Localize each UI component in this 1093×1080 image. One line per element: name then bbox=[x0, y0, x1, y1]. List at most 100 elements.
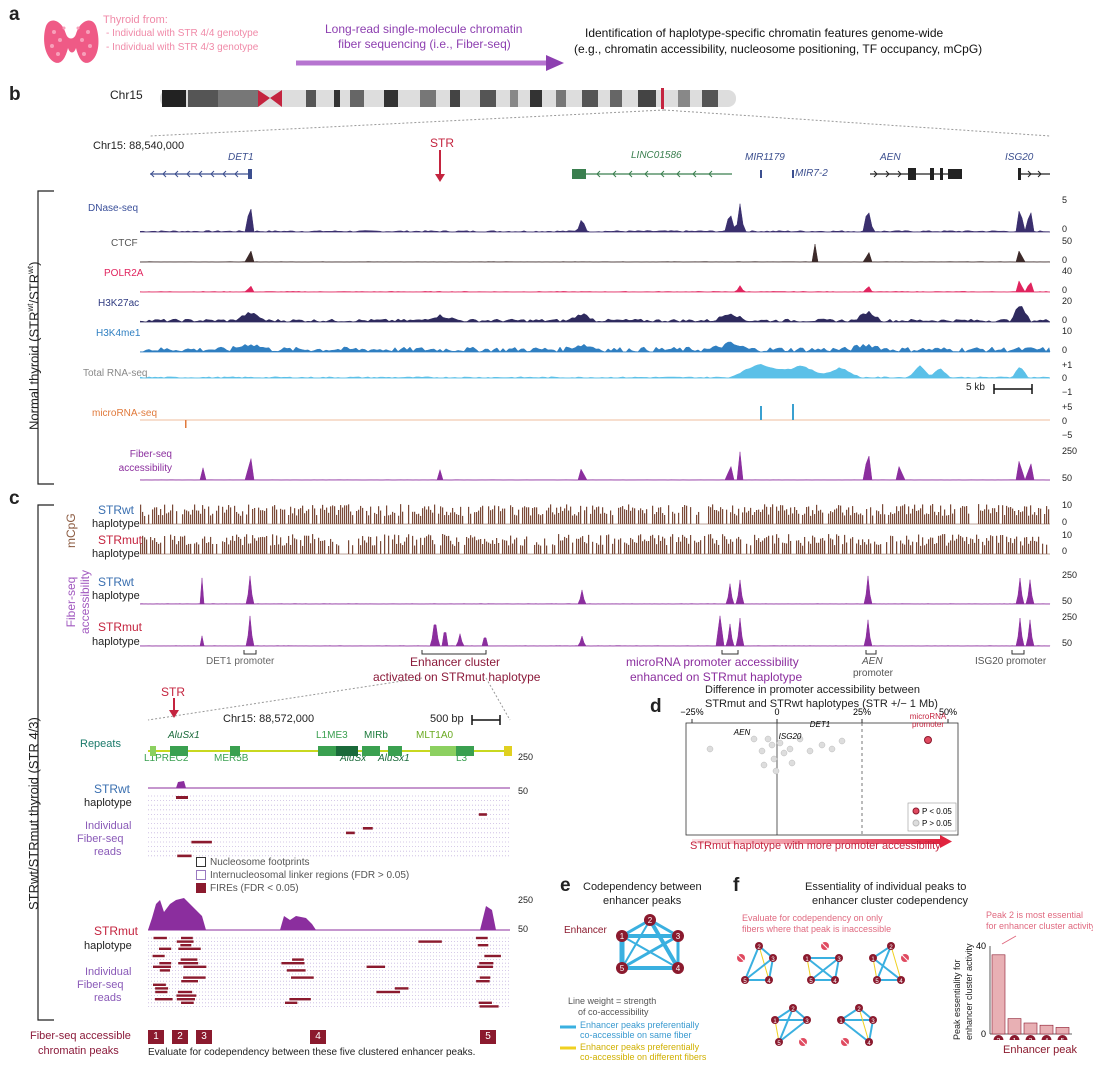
mcpg-mut-track-bar bbox=[924, 545, 926, 554]
mcpg-wt-track-bar bbox=[428, 506, 430, 524]
mcpg-wt-track-bar bbox=[528, 507, 530, 524]
mcpg-wt-track-bar bbox=[248, 504, 250, 524]
mcpg-mut-track-bar bbox=[812, 535, 814, 554]
mcpg-mut-track-bar bbox=[916, 542, 918, 554]
mcpg-mut-track-bar bbox=[498, 542, 500, 554]
bar-cat-label-4: 4 bbox=[1045, 1038, 1049, 1040]
mcpg-wt-track-bar bbox=[356, 511, 358, 524]
mcpg-wt-track-bar bbox=[880, 514, 882, 524]
mcpg-wt-track-bar bbox=[988, 509, 990, 524]
mcpg-wt-track-bar bbox=[594, 509, 596, 524]
mcpg-mut-track-bar bbox=[160, 542, 162, 554]
mcpg-mut-track-bar bbox=[694, 540, 696, 554]
mcpg-mut-track-bar bbox=[290, 544, 292, 554]
mcpg-wt-track-bar bbox=[416, 514, 418, 524]
mcpg-wt-track-bar bbox=[338, 509, 340, 524]
mcpg-mut-track-bar bbox=[740, 539, 742, 554]
node-label: 1 bbox=[839, 1019, 843, 1025]
repeat-mlt1a0: MLT1A0 bbox=[416, 730, 454, 741]
mcpg-mut-track-bar bbox=[726, 539, 728, 554]
mcpg-mut-track-bar bbox=[670, 536, 672, 554]
fire-segment bbox=[484, 954, 501, 958]
mcpg-mut-track-bar bbox=[718, 544, 720, 554]
mcpg-mut-track-bar bbox=[240, 538, 242, 554]
mcpg-wt-track-bar bbox=[280, 508, 282, 524]
mcpg-wt-track-bar bbox=[770, 507, 772, 524]
mcpg-wt-track-bar bbox=[362, 507, 364, 524]
mcpg-wt-track-bar bbox=[738, 508, 740, 524]
mcpg-mut-track-bar bbox=[906, 535, 908, 554]
fire-segment bbox=[176, 796, 188, 799]
bar-peak-3 bbox=[1023, 1022, 1038, 1035]
mcpg-mut-track-bar bbox=[690, 535, 692, 554]
mcpg-mut-track-bar bbox=[152, 540, 154, 554]
mcpg-mut-track-bar bbox=[850, 538, 852, 554]
mcpg-mut-track-bar bbox=[202, 538, 204, 554]
zoom-ind-1a: Individual bbox=[85, 820, 132, 832]
mcpg-wt-track-bar bbox=[714, 509, 716, 524]
mcpg-mut-track-bar bbox=[144, 537, 146, 554]
mcpg-wt-track-bar bbox=[288, 515, 290, 524]
mcpg-wt-track-bar bbox=[1018, 510, 1020, 524]
mcpg-mut-track-bar bbox=[464, 544, 466, 554]
mcpg-mut-track-bar bbox=[538, 544, 540, 554]
mcpg-wt-track-bar bbox=[812, 510, 814, 524]
mcpg-wt-track-bar bbox=[460, 506, 462, 524]
mcpg-wt-track-bar bbox=[668, 505, 670, 524]
mcpg-wt-track-bar bbox=[966, 506, 968, 524]
mcpg-mut-track-bar bbox=[506, 540, 508, 554]
mcpg-wt-track-bar bbox=[452, 507, 454, 524]
fiberseq-signal bbox=[140, 451, 1050, 481]
mcpg-mut-track-bar bbox=[508, 545, 510, 554]
bracket-c bbox=[37, 504, 54, 1021]
acc-mut-track bbox=[140, 615, 1051, 647]
mcpg-mut-track-bar bbox=[932, 537, 934, 554]
enhancer-cluster-label-2: activated on STRmut haplotype bbox=[373, 670, 541, 684]
fire-segment bbox=[178, 962, 199, 965]
mcpg-mut-track-bar bbox=[524, 539, 526, 554]
track-ymax-mirna: +5 bbox=[1062, 402, 1073, 412]
mcpg-wt-track-bar bbox=[796, 510, 798, 524]
mcpg-wt-track-bar bbox=[344, 505, 346, 524]
panel-letter-a: a bbox=[9, 4, 20, 25]
mcpg-wt-track-bar bbox=[920, 508, 922, 524]
repeat-element-9 bbox=[456, 746, 474, 756]
mcpg-wt-track-bar bbox=[282, 509, 284, 524]
bar-cat-badge-2 bbox=[993, 1035, 1004, 1040]
mcpg-mut-track-bar bbox=[756, 540, 758, 554]
mcpg-mut-track-bar bbox=[400, 543, 402, 554]
mcpg-mut-track-bar bbox=[232, 535, 234, 554]
mcpg-mut-track-bar bbox=[228, 544, 230, 554]
mcpg-mut-track-bar bbox=[416, 539, 418, 554]
mcpg-wt-track-bar bbox=[208, 506, 210, 524]
mcpg-mut-track-bar bbox=[580, 537, 582, 554]
repeat-alusx1-a: AluSx1 bbox=[168, 730, 200, 741]
e-node-3 bbox=[672, 930, 684, 942]
fire-segment bbox=[152, 965, 171, 968]
mcpg-wt-track-bar bbox=[968, 513, 970, 524]
mcpg-wt-track-bar bbox=[888, 514, 890, 524]
e-line-weight-1: Line weight = strength bbox=[568, 996, 657, 1006]
mcpg-mut-track-bar bbox=[722, 534, 724, 554]
mcpg-mut-track-bar bbox=[966, 536, 968, 554]
mcpg-mut-track-bar bbox=[544, 538, 546, 554]
node bbox=[803, 1016, 811, 1024]
mcpg-wt-track-bar bbox=[1004, 515, 1006, 524]
mcpg-mut-track-bar bbox=[738, 536, 740, 554]
mcpg-wt-track-bar bbox=[326, 507, 328, 524]
fire-segment bbox=[477, 965, 493, 968]
mcpg-wt-track-bar bbox=[296, 515, 298, 524]
d-tick-label-1: 0 bbox=[774, 707, 779, 717]
mcpg-wt-track-bar bbox=[978, 504, 980, 524]
mcpg-wt-track-bar bbox=[674, 513, 676, 524]
mcpg-wt-track-bar bbox=[450, 512, 452, 524]
mcpg-mut-track-bar bbox=[1026, 537, 1028, 554]
mcpg-mut-track-bar bbox=[352, 545, 354, 554]
mcpg-wt-track-bar bbox=[500, 511, 502, 524]
mcpg-wt-track-bar bbox=[536, 507, 538, 524]
fire-segment bbox=[181, 1001, 194, 1004]
mcpg-wt-track-bar bbox=[194, 504, 196, 524]
mcpg-mut-track-bar bbox=[750, 545, 752, 554]
fire-segment bbox=[180, 958, 198, 961]
panel-e-svg: 1 2 3 4 5 bbox=[616, 914, 684, 974]
